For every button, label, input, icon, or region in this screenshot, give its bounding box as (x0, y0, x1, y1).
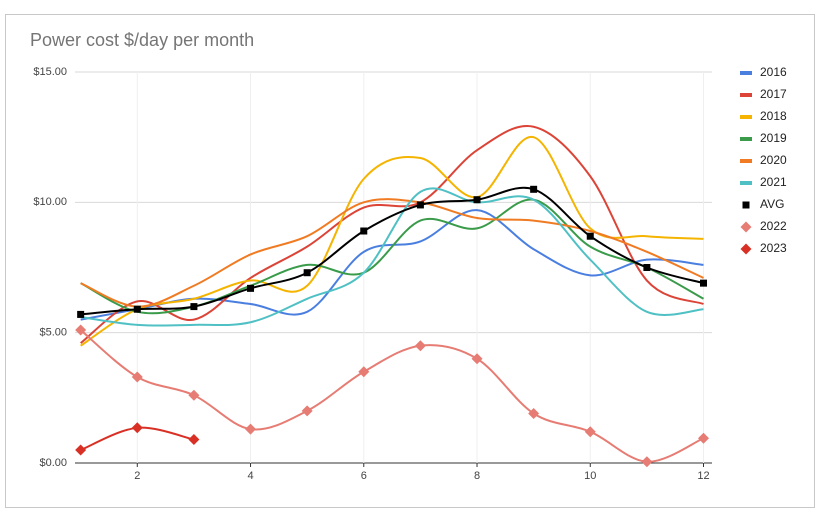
point (358, 366, 370, 378)
point (77, 310, 85, 318)
point (700, 279, 708, 287)
point (414, 340, 426, 352)
series-line (80, 198, 704, 308)
legend-swatch (740, 93, 752, 97)
chart-title: Power cost $/day per month (30, 30, 254, 50)
legend-swatch (740, 137, 752, 141)
point (190, 303, 198, 311)
legend-label: 2016 (760, 65, 787, 79)
legend-swatch (740, 115, 752, 119)
series-line (80, 329, 704, 463)
x-tick-label: 12 (697, 470, 709, 482)
y-tick-label: $0.00 (39, 457, 67, 469)
plot (75, 124, 710, 468)
legend-label: 2020 (760, 153, 787, 167)
point (131, 422, 143, 434)
point (742, 201, 750, 209)
x-tick-label: 10 (584, 470, 596, 482)
grid (75, 71, 712, 464)
chart-border (5, 14, 815, 508)
series-line (80, 124, 704, 344)
point (740, 221, 752, 233)
axes: $0.00 $5.00 $10.00 $15.00 2 4 6 8 10 12 (33, 66, 709, 482)
point (641, 456, 653, 468)
legend: 2016 2017 2018 2019 2020 2021 AVG 2022 2023 (740, 65, 787, 255)
legend-label: 2021 (760, 175, 787, 189)
legend-swatch (740, 159, 752, 163)
point (643, 264, 651, 271)
point (188, 434, 200, 446)
point (528, 407, 540, 419)
x-tick-label: 6 (361, 470, 367, 482)
legend-label: AVG (760, 197, 784, 211)
legend-label: 2019 (760, 131, 787, 145)
point (75, 444, 87, 456)
point (416, 201, 424, 209)
legend-swatch (740, 71, 752, 75)
x-tick-label: 8 (474, 470, 480, 482)
series-line (80, 187, 704, 327)
point (131, 371, 143, 383)
point (586, 232, 594, 240)
point (75, 324, 87, 336)
point (698, 432, 710, 444)
x-tick-label: 2 (134, 470, 140, 482)
point (471, 353, 483, 365)
series-line (80, 136, 704, 347)
legend-label: 2023 (760, 241, 787, 255)
point (301, 405, 313, 417)
point (530, 185, 538, 193)
point (247, 284, 255, 292)
point (584, 426, 596, 438)
point (245, 423, 257, 435)
y-tick-label: $15.00 (33, 66, 67, 78)
legend-label: 2017 (760, 87, 787, 101)
x-tick-label: 4 (247, 470, 253, 482)
point (360, 227, 368, 235)
point (188, 389, 200, 401)
point (740, 243, 752, 255)
legend-swatch (740, 181, 752, 185)
y-tick-label: $5.00 (39, 327, 67, 339)
point (473, 196, 481, 204)
point (303, 269, 311, 277)
y-tick-label: $10.00 (33, 196, 67, 208)
legend-label: 2018 (760, 109, 787, 123)
legend-label: 2022 (760, 219, 787, 233)
point (133, 305, 141, 313)
